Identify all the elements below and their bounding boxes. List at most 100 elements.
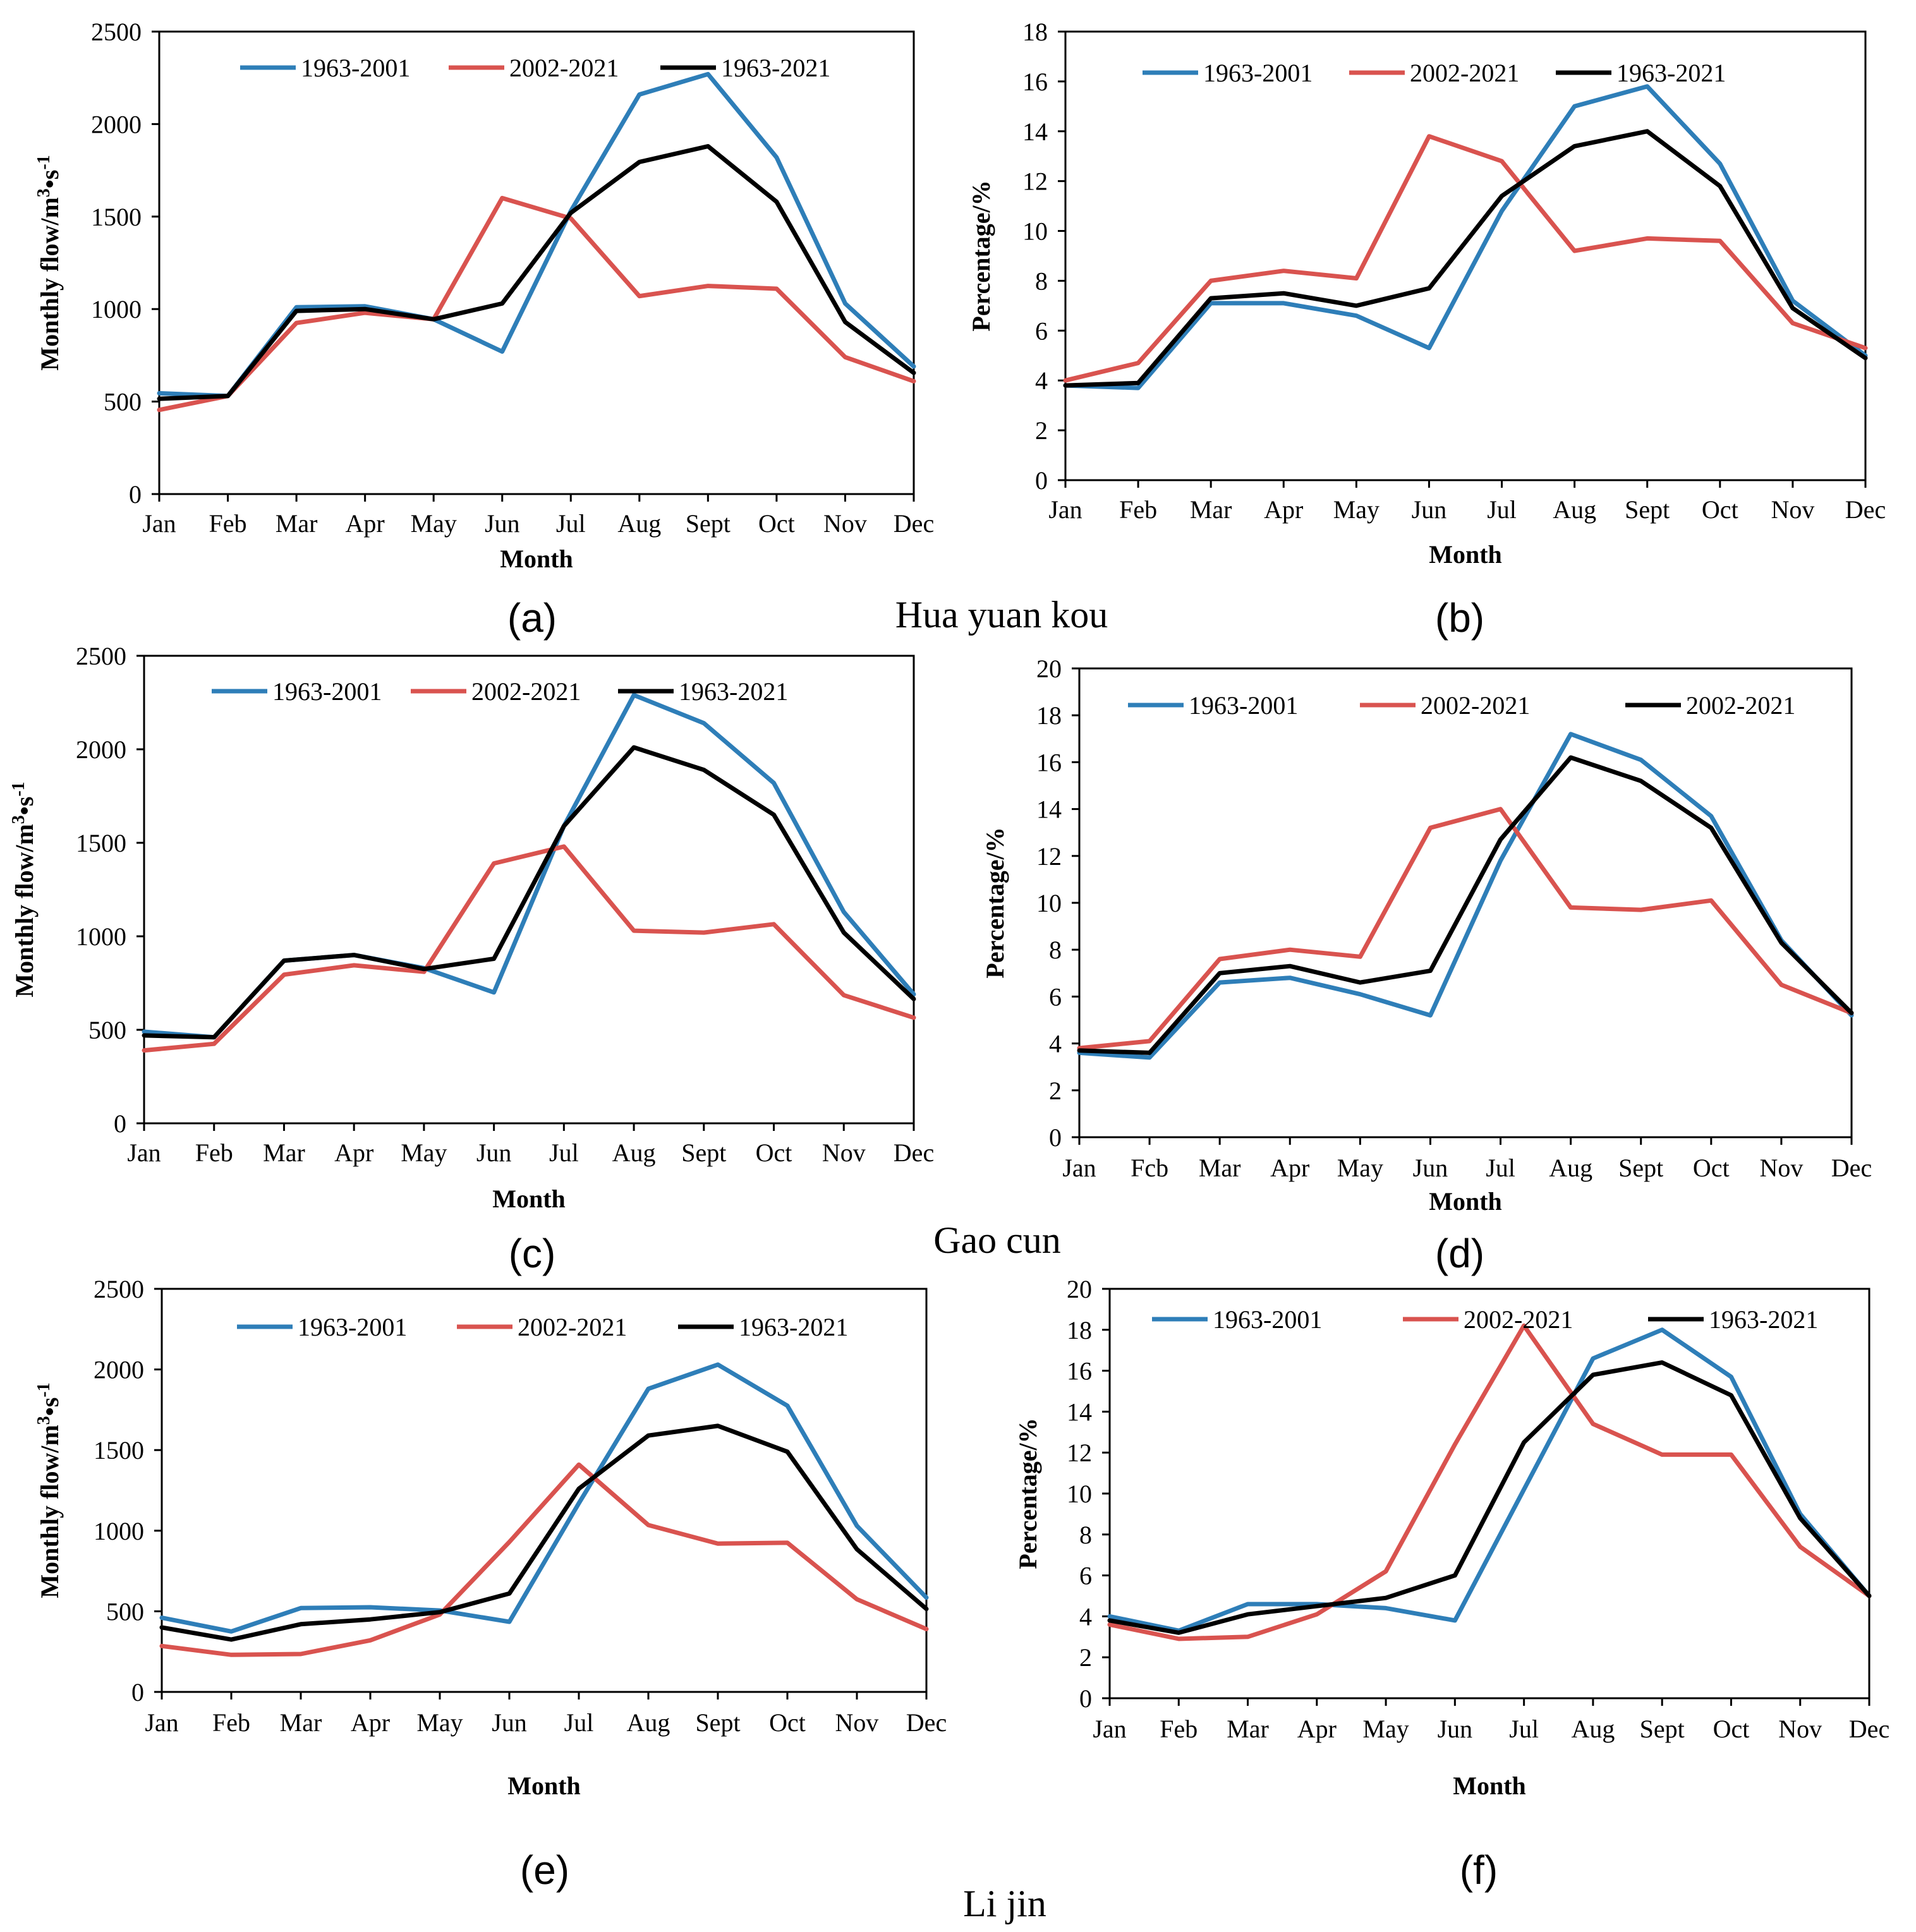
y-tick-label: 16 (1067, 1357, 1092, 1386)
legend-label: 1963-2021 (1616, 59, 1726, 87)
legend-label: 2002-2021 (1464, 1305, 1573, 1334)
x-tick-label: Aug (612, 1138, 656, 1167)
x-tick-label: Nov (835, 1708, 879, 1737)
chart-a: 0 500 1000 1500 2000 2500 Jan Feb Mar Apr May Jun Ju… (34, 18, 934, 573)
y-tick-label: 0 (131, 1678, 144, 1706)
panel-label-e: (e) (520, 1847, 569, 1893)
x-tick-label: Jul (1487, 495, 1517, 524)
series-line-1963-2001-1 (1077, 732, 1854, 1060)
x-tick-label: Aug (1549, 1154, 1592, 1182)
x-tick-label: Fcb (1131, 1154, 1168, 1182)
x-tick-label: Jan (1062, 1154, 1096, 1182)
x-tick-label: Sept (686, 509, 731, 538)
series-line-1963-2021-3 (159, 1423, 929, 1642)
y-tick-label: 0 (114, 1109, 126, 1138)
y-axis-title: Percentage/% (981, 827, 1009, 978)
y-tick-label: 2 (1049, 1077, 1062, 1105)
x-axis-title: Month (1429, 1187, 1502, 1216)
x-tick-label: Jun (1412, 495, 1447, 524)
y-tick-label: 12 (1022, 167, 1048, 196)
y-tick-label: 10 (1022, 217, 1048, 246)
y-tick-label: 8 (1035, 267, 1048, 295)
x-tick-label: Apr (1264, 495, 1303, 524)
y-tick-label: 12 (1067, 1439, 1092, 1467)
x-tick-label: Aug (1553, 495, 1596, 524)
y-tick-label: 1500 (76, 829, 126, 857)
x-tick-label: Jun (485, 509, 520, 538)
legend-label: 1963-2001 (1203, 59, 1313, 87)
y-axis-title: Monthly flow/m3•s-1 (9, 782, 39, 997)
x-tick-label: Nov (822, 1138, 866, 1167)
x-tick-label: Jan (127, 1138, 161, 1167)
x-tick-label: Feb (195, 1138, 233, 1167)
x-tick-label: Jan (145, 1708, 178, 1737)
x-tick-label: Jul (556, 509, 586, 538)
y-tick-label: 14 (1036, 795, 1062, 824)
y-tick-label: 18 (1036, 701, 1062, 730)
y-tick-label: 12 (1036, 842, 1062, 871)
legend-label: 2002-2021 (509, 54, 619, 82)
x-tick-label: May (416, 1708, 463, 1737)
x-tick-label: Mar (280, 1708, 322, 1737)
x-tick-label: Nov (1759, 1154, 1803, 1182)
y-tick-label: 6 (1035, 317, 1048, 345)
y-tick-label: 8 (1049, 936, 1062, 964)
series-line-1963-2021-3 (1063, 129, 1868, 388)
x-tick-label: May (1337, 1154, 1383, 1182)
x-tick-label: Oct (1702, 495, 1738, 524)
x-tick-label: Apr (346, 509, 385, 538)
series-line-1963-2001-1 (159, 1362, 929, 1634)
x-tick-label: Dec (894, 509, 934, 538)
x-tick-label: Apr (351, 1708, 390, 1737)
x-tick-label: Sept (695, 1708, 740, 1737)
x-tick-label: Oct (769, 1708, 806, 1737)
x-tick-label: Jul (564, 1708, 594, 1737)
y-axis-title: Percentage/% (1014, 1418, 1042, 1569)
x-tick-label: Jul (1486, 1154, 1515, 1182)
legend-label: 1963-2021 (679, 677, 788, 706)
x-tick-label: Aug (1571, 1715, 1615, 1743)
x-tick-label: May (411, 509, 457, 538)
x-axis-title: Month (507, 1772, 581, 1800)
series-line-1963-2021-3 (1107, 1360, 1872, 1635)
y-tick-label: 2000 (76, 735, 126, 764)
series-line-2002-2021-2 (159, 1462, 929, 1657)
station-name-gao-cun: Gao cun (933, 1219, 1061, 1261)
x-axis-title: Month (500, 545, 573, 573)
series-line-2002-2021-2 (142, 844, 916, 1053)
x-tick-label: Feb (1160, 1715, 1198, 1743)
y-tick-label: 2500 (91, 18, 142, 46)
y-tick-label: 10 (1036, 889, 1062, 917)
chart-e: 0 500 1000 1500 2000 2500 Jan Feb Mar Apr May Jun Ju… (34, 1275, 947, 1800)
x-tick-label: Jan (1048, 495, 1082, 524)
y-tick-label: 16 (1022, 68, 1048, 96)
x-tick-label: Dec (894, 1138, 934, 1167)
y-tick-label: 0 (1049, 1123, 1062, 1152)
panel-label-f: (f) (1460, 1847, 1498, 1893)
y-tick-label: 2500 (94, 1275, 144, 1303)
panel-label-c: (c) (509, 1231, 556, 1276)
y-tick-label: 0 (1035, 466, 1048, 495)
y-axis-title: Monthly flow/m3•s-1 (34, 155, 64, 370)
x-tick-label: Dec (906, 1708, 947, 1737)
x-tick-label: Mar (1199, 1154, 1241, 1182)
x-tick-label: Mar (276, 509, 318, 538)
legend-label: 2002-2021 (1686, 691, 1795, 720)
x-tick-label: Jan (142, 509, 176, 538)
station-name-li-jin: Li jin (963, 1883, 1046, 1924)
x-tick-label: Apr (1297, 1715, 1337, 1743)
y-tick-label: 1500 (91, 203, 142, 231)
y-tick-label: 1500 (94, 1436, 144, 1464)
x-tick-label: Nov (1771, 495, 1814, 524)
plot-area-e (161, 1288, 928, 1693)
x-tick-label: Apr (334, 1138, 373, 1167)
y-tick-label: 500 (88, 1016, 126, 1044)
y-tick-label: 20 (1067, 1275, 1092, 1303)
legend-label: 2002-2021 (518, 1313, 627, 1341)
x-tick-label: Dec (1831, 1154, 1872, 1182)
x-tick-label: Jun (476, 1138, 512, 1167)
panel-label-a: (a) (507, 595, 557, 641)
y-tick-label: 18 (1067, 1316, 1092, 1344)
y-tick-label: 2500 (76, 642, 126, 670)
